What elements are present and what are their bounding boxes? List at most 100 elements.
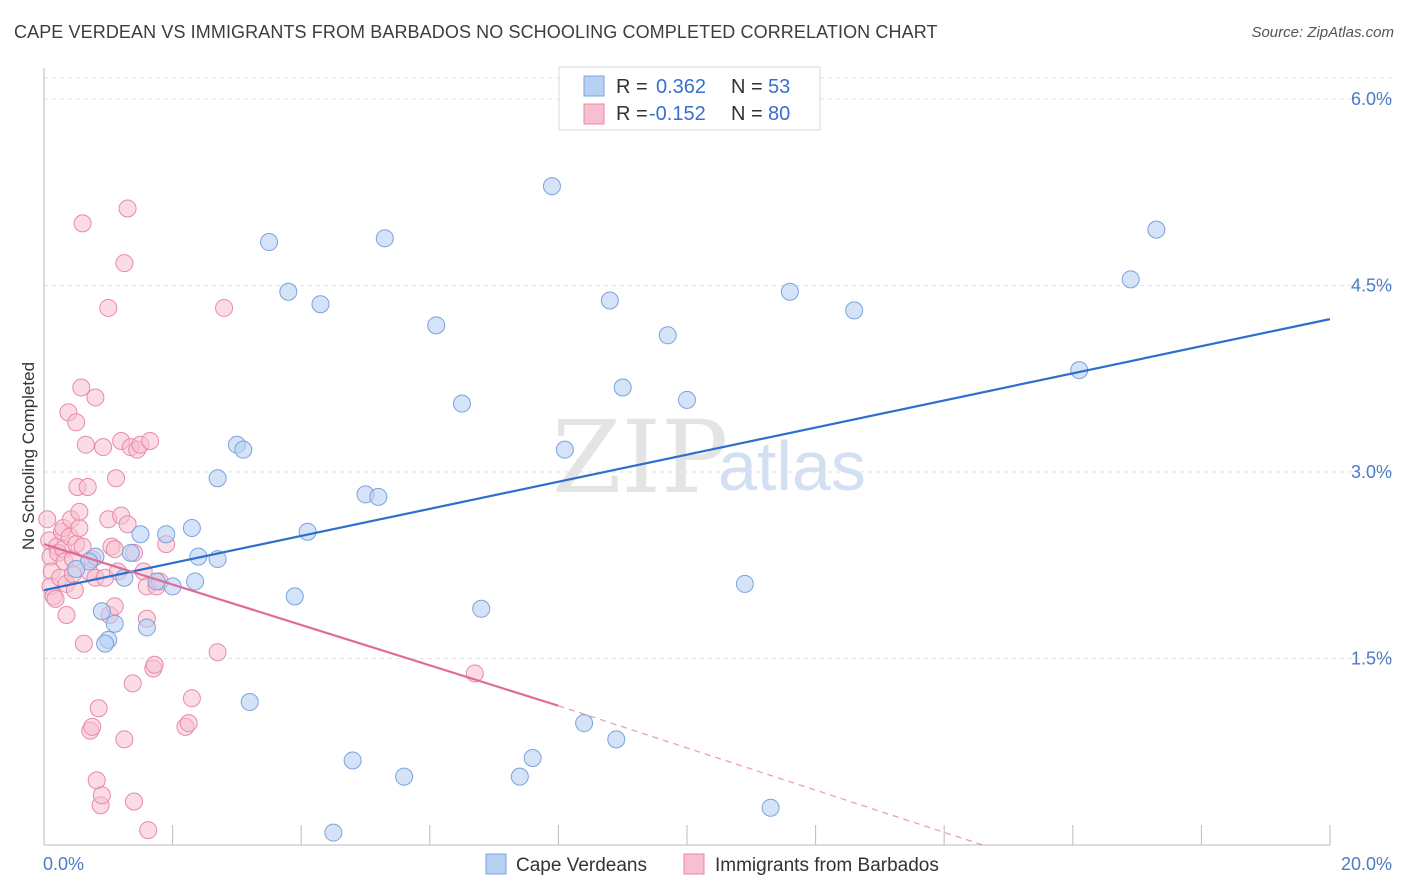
x-tick-label-min: 0.0%: [43, 854, 84, 874]
barbados-point: [118, 515, 137, 534]
capeverdean-point: [395, 767, 414, 786]
legend-n-value-2: 80: [768, 103, 790, 125]
barbados-point: [83, 717, 102, 736]
capeverdean-point: [121, 543, 140, 562]
barbados-point: [76, 435, 95, 454]
barbados-point: [74, 634, 93, 653]
capeverdean-point: [510, 767, 529, 786]
capeverdean-point: [240, 693, 259, 712]
capeverdean-point: [92, 602, 111, 621]
grid-layer: [44, 77, 1392, 660]
x-tick-label-max: 20.0%: [1341, 854, 1392, 874]
capeverdean-point: [208, 469, 227, 488]
barbados-point: [92, 786, 111, 805]
capeverdean-point: [427, 316, 446, 335]
chart-title: CAPE VERDEAN VS IMMIGRANTS FROM BARBADOS…: [14, 22, 938, 42]
barbados-point: [70, 502, 89, 521]
capeverdean-point: [780, 282, 799, 301]
barbados-point: [73, 214, 92, 233]
capeverdean-point: [452, 394, 471, 413]
barbados-point: [115, 730, 134, 749]
stats-legend: R = 0.362 N = 53 R = -0.152 N = 80: [558, 66, 821, 131]
capeverdean-point: [234, 440, 253, 459]
watermark-zip: ZIP: [552, 399, 728, 516]
barbados-point: [99, 298, 118, 317]
barbados-point: [105, 540, 124, 559]
barbados-point: [86, 388, 105, 407]
capeverdean-point: [279, 282, 298, 301]
capeverdean-point: [260, 233, 279, 252]
barbados-point: [38, 510, 57, 529]
capeverdean-point: [67, 560, 86, 579]
capeverdean-point: [1147, 220, 1166, 239]
y-axis-label: No Schooling Completed: [19, 362, 38, 550]
capeverdean-point: [523, 748, 542, 767]
barbados-point: [182, 689, 201, 708]
legend-n-label-1: N =: [731, 76, 763, 98]
capeverdean-point: [735, 574, 754, 593]
barbados-point: [208, 643, 227, 662]
capeverdean-point: [678, 390, 696, 409]
capeverdean-point: [343, 751, 362, 770]
legend-swatch-capeverdean: [583, 75, 605, 97]
source-label: Source: ZipAtlas.com: [1251, 24, 1394, 41]
y-tick-label: 3.0%: [1351, 462, 1392, 482]
capeverdean-point: [369, 487, 388, 506]
capeverdean-point: [131, 525, 150, 544]
capeverdean-point: [613, 378, 632, 397]
watermark-atlas: atlas: [718, 427, 866, 505]
capeverdean-point: [761, 798, 780, 817]
capeverdean-point: [182, 518, 201, 537]
barbados-point: [94, 438, 113, 457]
barbados-point: [89, 699, 108, 718]
barbados-point: [139, 821, 158, 840]
capeverdean-point: [375, 229, 394, 248]
barbados-point: [87, 771, 106, 790]
series-capeverdean-points: [67, 177, 1166, 842]
bottom-legend-label-capeverdean: Cape Verdeans: [516, 855, 647, 876]
y-tick-labels: 1.5% 3.0% 4.5% 6.0%: [1351, 89, 1392, 668]
legend-swatch-barbados: [583, 103, 605, 125]
barbados-trend-line: [43, 543, 559, 707]
capeverdean-point: [600, 291, 619, 310]
capeverdean-point: [137, 618, 156, 637]
legend-r-label-2: R =: [616, 103, 648, 125]
y-tick-label: 1.5%: [1351, 649, 1392, 669]
barbados-point: [46, 589, 65, 608]
legend-n-label-2: N =: [731, 103, 763, 125]
barbados-point: [70, 518, 89, 537]
barbados-point: [179, 714, 198, 733]
barbados-point: [145, 655, 164, 674]
barbados-point: [78, 477, 97, 496]
capeverdean-point: [658, 326, 677, 345]
capeverdean-point: [311, 295, 330, 314]
capeverdean-point: [472, 599, 491, 618]
bottom-legend-label-barbados: Immigrants from Barbados: [715, 855, 939, 876]
y-tick-label: 6.0%: [1351, 89, 1392, 109]
legend-r-value-1: 0.362: [656, 76, 706, 98]
capeverdean-point: [324, 823, 343, 842]
series-barbados-points: [38, 199, 484, 840]
capeverdean-point: [607, 730, 626, 749]
y-tick-label: 4.5%: [1351, 276, 1392, 296]
barbados-point: [215, 298, 234, 317]
capeverdean-point: [575, 714, 594, 733]
barbados-point: [118, 199, 137, 218]
capeverdean-trend-line: [43, 318, 1331, 592]
barbados-point: [72, 378, 91, 397]
capeverdean-point: [555, 440, 574, 459]
trend-lines: [43, 318, 1331, 846]
capeverdean-point: [157, 525, 176, 544]
barbados-point: [65, 581, 84, 600]
barbados-trend-extension: [558, 705, 983, 846]
bottom-legend-swatch-barbados: [683, 853, 705, 875]
bottom-legend-swatch-capeverdean: [485, 853, 507, 875]
barbados-point: [125, 792, 144, 811]
barbados-point: [115, 254, 134, 273]
series-legend: Cape Verdeans Immigrants from Barbados: [485, 853, 939, 876]
capeverdean-point: [186, 572, 205, 591]
capeverdean-point: [298, 522, 317, 541]
barbados-point: [141, 431, 160, 450]
capeverdean-point: [105, 614, 124, 633]
